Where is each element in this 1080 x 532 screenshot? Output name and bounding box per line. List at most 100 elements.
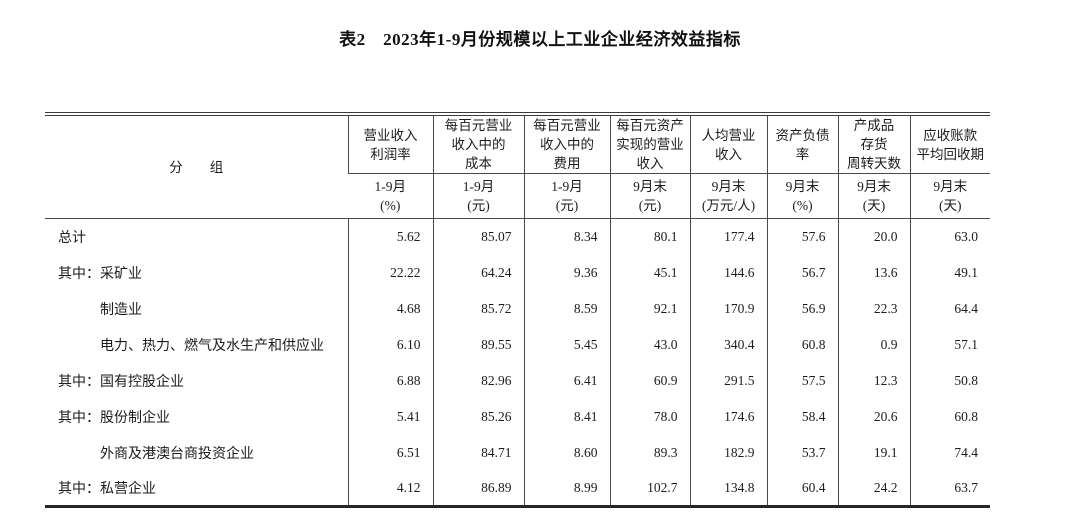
cell-value: 134.8	[689, 470, 767, 507]
row-label: 国有控股企业	[100, 374, 184, 390]
indicator-header: 营业收入 利润率	[347, 115, 433, 174]
period-unit-header: 1-9月 (%)	[348, 173, 433, 219]
cell-value: 4.12	[347, 470, 433, 507]
cell-value: 84.71	[432, 434, 524, 471]
unit-label: (万元/人)	[701, 198, 756, 213]
table-row: 总计 5.62 85.07 8.34 80.1 177.4 57.6 20.0 63.0	[45, 218, 990, 255]
cell-value: 8.59	[523, 290, 610, 327]
cell-value: 12.3	[837, 362, 910, 399]
cell-value: 45.1	[609, 254, 690, 291]
cell-value: 5.62	[347, 218, 433, 255]
table-row: 其中：采矿业 22.22 64.24 9.36 45.1 144.6 56.7 13.6 49.…	[45, 254, 990, 291]
cell-value: 92.1	[609, 290, 690, 327]
cell-value: 60.8	[909, 398, 990, 435]
row-label-cell: 其中：私营企业	[45, 471, 348, 507]
cell-value: 82.96	[432, 362, 524, 399]
cell-value: 6.10	[347, 326, 433, 363]
row-label: 电力、热力、燃气及水生产和供应业	[100, 338, 324, 354]
cell-value: 63.0	[909, 218, 990, 255]
cell-value: 22.22	[347, 254, 433, 291]
cell-value: 60.4	[766, 470, 838, 507]
period-label: 9月末	[933, 179, 968, 194]
cell-value: 63.7	[909, 470, 990, 507]
cell-value: 8.99	[523, 470, 610, 507]
row-prefix: 其中：	[58, 374, 100, 390]
unit-label: (%)	[380, 198, 401, 213]
row-label: 总计	[58, 230, 86, 246]
cell-value: 5.45	[523, 326, 610, 363]
unit-label: (天)	[939, 198, 962, 213]
cell-value: 89.3	[609, 434, 690, 471]
cell-value: 6.88	[347, 362, 433, 399]
row-prefix: 其中：	[58, 266, 100, 282]
cell-value: 85.26	[432, 398, 524, 435]
row-prefix: 其中：	[58, 481, 100, 497]
cell-value: 56.9	[766, 290, 838, 327]
cell-value: 89.55	[432, 326, 524, 363]
period-label: 9月末	[785, 179, 820, 194]
table-row: 其中：私营企业 4.12 86.89 8.99 102.7 134.8 60.4 24.2 63…	[45, 470, 990, 507]
row-label-cell: 制造业	[45, 291, 348, 327]
period-label: 1-9月	[551, 179, 583, 194]
cell-value: 64.4	[909, 290, 990, 327]
cell-value: 8.60	[523, 434, 610, 471]
table-title: 表2 2023年1-9月份规模以上工业企业经济效益指标	[339, 30, 741, 49]
cell-value: 24.2	[837, 470, 910, 507]
period-label: 1-9月	[462, 179, 495, 194]
table-row: 其中：股份制企业 5.41 85.26 8.41 78.0 174.6 58.4 20.6 60…	[45, 398, 990, 435]
cell-value: 6.41	[523, 362, 610, 399]
indicator-header: 每百元资产 实现的营业 收入	[609, 115, 690, 174]
period-unit-header: 9月末 (%)	[766, 173, 838, 219]
cell-value: 64.24	[432, 254, 524, 291]
indicator-header: 每百元营业 收入中的 费用	[523, 115, 610, 174]
period-unit-header: 9月末 (天)	[909, 173, 990, 219]
header-row-period-unit: 1-9月 (%) 1-9月 (元) 1-9月 (元) 9月末 (元) 9月末 (万元/人) 9月末 (…	[45, 173, 990, 219]
cell-value: 43.0	[609, 326, 690, 363]
table-row: 外商及港澳台商投资企业 6.51 84.71 8.60 89.3 182.9 53.7 19.…	[45, 434, 990, 471]
cell-value: 8.34	[523, 218, 610, 255]
cell-value: 177.4	[689, 218, 767, 255]
row-prefix: 其中：	[58, 410, 100, 426]
cell-value: 60.9	[609, 362, 690, 399]
row-label: 股份制企业	[100, 410, 170, 426]
cell-value: 60.8	[766, 326, 838, 363]
cell-value: 19.1	[837, 434, 910, 471]
cell-value: 13.6	[837, 254, 910, 291]
cell-value: 291.5	[689, 362, 767, 399]
cell-value: 85.72	[432, 290, 524, 327]
period-unit-header: 9月末 (万元/人)	[689, 173, 767, 219]
table-row: 其中：国有控股企业 6.88 82.96 6.41 60.9 291.5 57.5 12.3 5…	[45, 362, 990, 399]
unit-label: (元)	[467, 198, 490, 213]
row-label-cell: 其中：股份制企业	[45, 399, 348, 435]
cell-value: 20.6	[837, 398, 910, 435]
economic-indicators-table: 分 组 营业收入 利润率 每百元营业 收入中的 成本 每百元营业 收入中的 费用 每百…	[45, 112, 990, 508]
row-label: 采矿业	[100, 266, 142, 282]
cell-value: 182.9	[689, 434, 767, 471]
cell-value: 86.89	[432, 470, 524, 507]
unit-label: (元)	[555, 198, 579, 213]
period-unit-header: 1-9月 (元)	[432, 173, 524, 219]
period-unit-header: 1-9月 (元)	[523, 173, 610, 219]
row-label-cell: 外商及港澳台商投资企业	[45, 435, 348, 471]
group-header: 分 组	[45, 115, 348, 219]
cell-value: 57.5	[766, 362, 838, 399]
cell-value: 170.9	[689, 290, 767, 327]
cell-value: 9.36	[523, 254, 610, 291]
table-row: 制造业 4.68 85.72 8.59 92.1 170.9 56.9 22.3 64.4	[45, 290, 990, 327]
cell-value: 102.7	[609, 470, 690, 507]
cell-value: 6.51	[347, 434, 433, 471]
period-label: 9月末	[711, 179, 746, 194]
header-row-indicators: 分 组 营业收入 利润率 每百元营业 收入中的 成本 每百元营业 收入中的 费用 每百…	[45, 115, 990, 219]
period-label: 9月末	[857, 179, 891, 194]
cell-value: 80.1	[609, 218, 690, 255]
indicator-header: 资产负债 率	[766, 115, 838, 174]
cell-value: 74.4	[909, 434, 990, 471]
cell-value: 144.6	[689, 254, 767, 291]
cell-value: 58.4	[766, 398, 838, 435]
row-label: 外商及港澳台商投资企业	[100, 446, 254, 462]
table-row: 电力、热力、燃气及水生产和供应业 6.10 89.55 5.45 43.0 340.4 60…	[45, 326, 990, 363]
row-label: 私营企业	[100, 481, 156, 497]
cell-value: 49.1	[909, 254, 990, 291]
row-label-cell: 其中：国有控股企业	[45, 363, 348, 399]
indicator-header: 应收账款 平均回收期	[909, 115, 990, 174]
